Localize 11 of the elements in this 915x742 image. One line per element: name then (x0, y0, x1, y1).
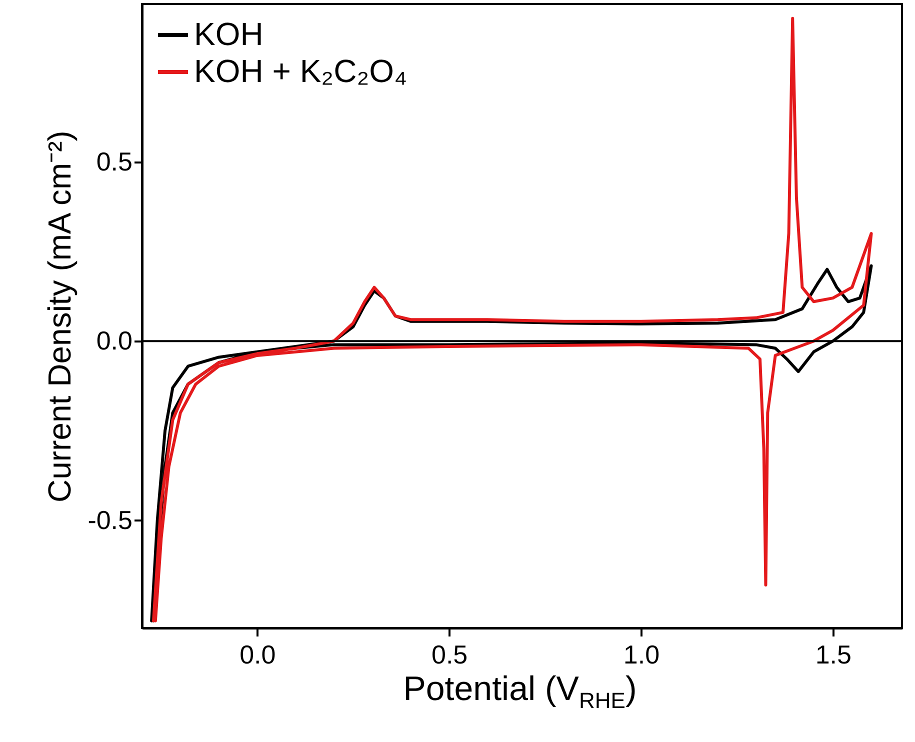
y-axis-title: Current Density (mA cm⁻²) (42, 130, 78, 502)
x-tick-label: 1.5 (815, 640, 852, 670)
x-tick-label: 0.0 (240, 640, 276, 670)
y-tick-label: 0.5 (96, 146, 132, 176)
x-axis-title: Potential (V$_{RHE}$) (402, 670, 638, 714)
y-tick-label: -0.5 (88, 504, 132, 535)
x-tick-label: 0.5 (431, 640, 468, 670)
legend-label: KOH + K₂C₂O₄ (194, 53, 408, 89)
x-tick-label: 1.0 (623, 640, 660, 670)
y-tick-label: 0.0 (96, 326, 132, 356)
legend-label: KOH (194, 16, 264, 52)
